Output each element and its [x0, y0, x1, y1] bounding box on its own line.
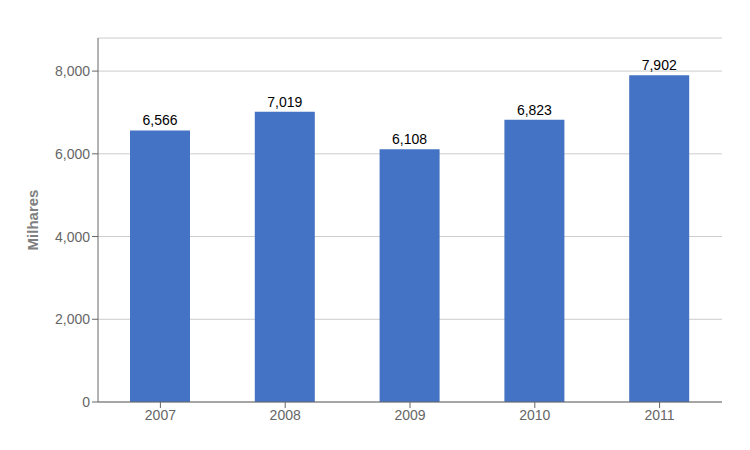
svg-text:Milhares: Milhares [24, 190, 41, 251]
svg-text:6,108: 6,108 [392, 131, 427, 147]
svg-text:7,019: 7,019 [267, 94, 302, 110]
svg-text:2009: 2009 [394, 407, 425, 423]
svg-text:6,000: 6,000 [55, 146, 90, 162]
svg-text:8,000: 8,000 [55, 63, 90, 79]
svg-text:2,000: 2,000 [55, 311, 90, 327]
svg-text:2010: 2010 [519, 407, 550, 423]
svg-text:6,566: 6,566 [142, 112, 177, 128]
svg-text:6,823: 6,823 [517, 102, 552, 118]
svg-text:7,902: 7,902 [642, 57, 677, 73]
svg-text:0: 0 [82, 394, 90, 410]
svg-text:2008: 2008 [270, 407, 301, 423]
svg-text:4,000: 4,000 [55, 229, 90, 245]
svg-text:2007: 2007 [145, 407, 176, 423]
svg-text:2011: 2011 [645, 407, 675, 423]
